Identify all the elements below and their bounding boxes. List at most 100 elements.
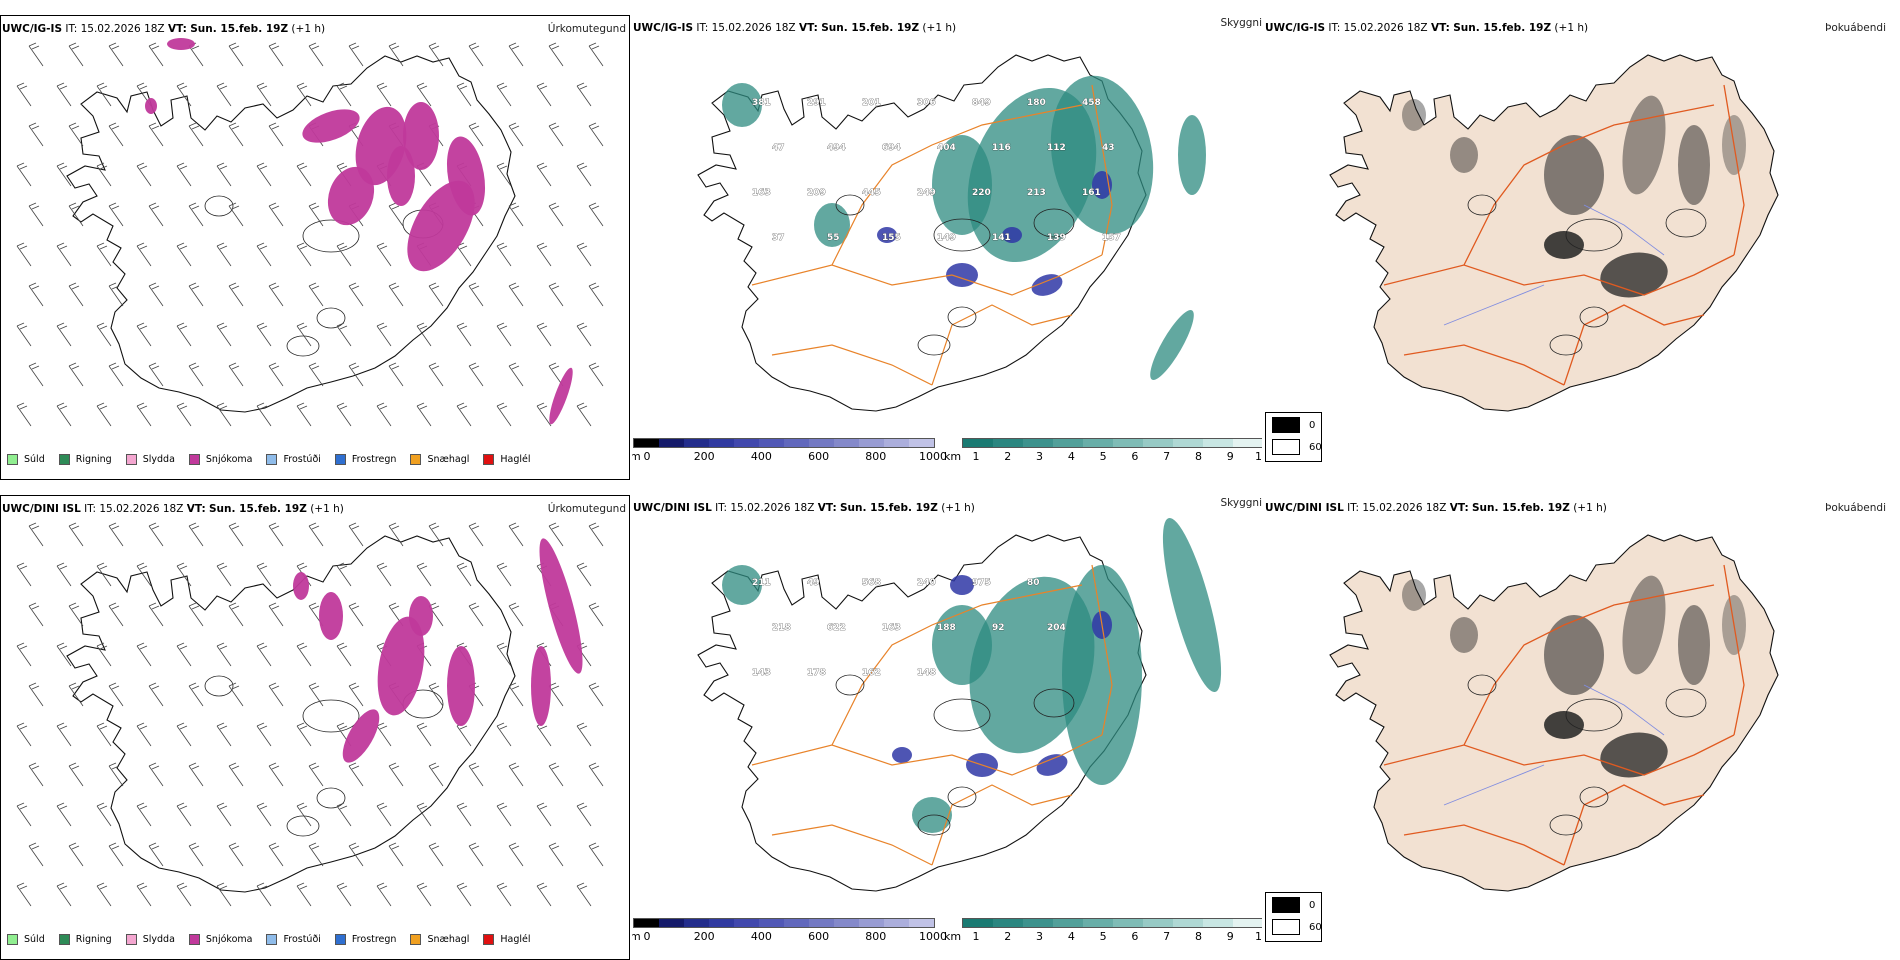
wind-barb <box>56 802 72 827</box>
legend-swatch <box>266 454 278 465</box>
wind-barb <box>336 882 352 907</box>
field-patch <box>814 203 850 247</box>
fog-low-label: 60 <box>1309 441 1322 453</box>
colorbar-cell <box>684 919 709 927</box>
legend-item-0: Súld <box>7 934 45 945</box>
field-patch <box>403 102 439 170</box>
wind-barb <box>456 402 472 427</box>
wind-barb <box>228 602 244 627</box>
wind-barb <box>576 82 592 107</box>
field-patch <box>549 367 573 425</box>
wind-barb <box>96 402 112 427</box>
colorbar-tick: 200 <box>693 930 715 943</box>
colorbar-tick: 1000 <box>919 930 947 943</box>
legend-swatch <box>266 934 278 945</box>
wind-barb <box>508 362 524 387</box>
road-line <box>1091 564 1113 736</box>
colorbar-tick: 0 <box>643 450 651 463</box>
field-patch <box>1402 99 1426 131</box>
wind-barb <box>508 842 524 867</box>
station-value: 148 <box>917 668 936 678</box>
wind-barb <box>428 282 444 307</box>
wind-barb <box>508 682 524 707</box>
field-patch <box>407 180 475 272</box>
station-value: 381 <box>752 98 771 108</box>
colorbar-tick: 5 <box>1099 930 1107 943</box>
wind-barb <box>376 882 392 907</box>
wind-barb <box>256 322 272 347</box>
wind-barb <box>348 602 364 627</box>
wind-barb <box>68 762 84 787</box>
field-patch <box>327 166 375 226</box>
glacier-outline <box>204 675 234 697</box>
wind-barb <box>416 562 432 587</box>
fog-panel-bottom: UWC/DINI ISL IT: 15.02.2026 18Z VT: Sun.… <box>1264 495 1894 960</box>
station-value: 568 <box>862 578 881 588</box>
legend-swatch <box>188 454 200 465</box>
station-value: 178 <box>807 668 826 678</box>
station-value: 47 <box>772 143 785 153</box>
wind-barb <box>188 842 204 867</box>
colorbar-cell <box>963 439 993 447</box>
wind-barb <box>296 162 312 187</box>
field-patch <box>293 572 309 600</box>
wind-barb <box>16 402 32 427</box>
wind-barb <box>28 362 44 387</box>
wind-barb <box>348 522 364 547</box>
wind-barb <box>96 722 112 747</box>
wind-barb <box>136 882 152 907</box>
glacier-outline <box>835 674 865 696</box>
wind-barb <box>536 722 552 747</box>
wind-barb <box>148 362 164 387</box>
station-value: 188 <box>937 623 956 633</box>
station-value: 240 <box>917 578 936 588</box>
legend-item-7: Haglél <box>483 454 531 465</box>
legend-label: Slydda <box>142 454 175 465</box>
colorbar-tick: 4 <box>1067 930 1075 943</box>
wind-barb <box>108 682 124 707</box>
station-value: 180 <box>1027 98 1046 108</box>
wind-barb <box>496 242 512 267</box>
precip-type-legend: Súld Rigning Slydda Snjókoma Frostúði Frostre… <box>7 454 545 465</box>
colorbar-cell <box>634 919 659 927</box>
wind-barb <box>136 402 152 427</box>
panel-title: UWC/DINI ISL IT: 15.02.2026 18Z VT: Sun.… <box>1265 502 1607 514</box>
road-line <box>1403 344 1565 386</box>
glacier-outline <box>1579 306 1609 328</box>
colorbar-tick: 3 <box>1036 930 1044 943</box>
wind-barb <box>588 842 604 867</box>
legend-item-3: Snjókoma <box>188 934 252 945</box>
wind-barb <box>68 362 84 387</box>
fog-high-swatch <box>1272 897 1300 913</box>
colorbar-cell <box>1113 439 1143 447</box>
wind-barb <box>108 42 124 67</box>
field-patch <box>1031 274 1063 296</box>
wind-barb <box>28 682 44 707</box>
wind-barb <box>108 522 124 547</box>
colorbar-cell <box>1053 919 1083 927</box>
glacier-outline <box>1565 218 1623 252</box>
colorbar-tick: 6 <box>1131 930 1139 943</box>
wind-barb <box>576 882 592 907</box>
colorbar-cell <box>859 919 884 927</box>
colorbar-cell <box>659 919 684 927</box>
wind-barb <box>176 882 192 907</box>
wind-barb <box>336 322 352 347</box>
colorbar-cell <box>1203 919 1233 927</box>
wind-barb <box>228 682 244 707</box>
field-patch <box>1036 754 1068 776</box>
wind-barb <box>576 722 592 747</box>
station-value: 161 <box>1082 188 1101 198</box>
wind-barb <box>468 282 484 307</box>
wind-barb <box>296 322 312 347</box>
fog-legend-top: 0 60 <box>1265 412 1322 462</box>
wind-barb <box>56 722 72 747</box>
station-value: 220 <box>972 188 991 198</box>
legend-label: Frostregn <box>351 454 397 465</box>
wind-barb <box>336 402 352 427</box>
wind-barb <box>256 242 272 267</box>
colorbar-cell <box>709 919 734 927</box>
wind-barb <box>548 762 564 787</box>
colorbar-tick: 10 <box>1255 930 1262 943</box>
wind-barb <box>256 802 272 827</box>
